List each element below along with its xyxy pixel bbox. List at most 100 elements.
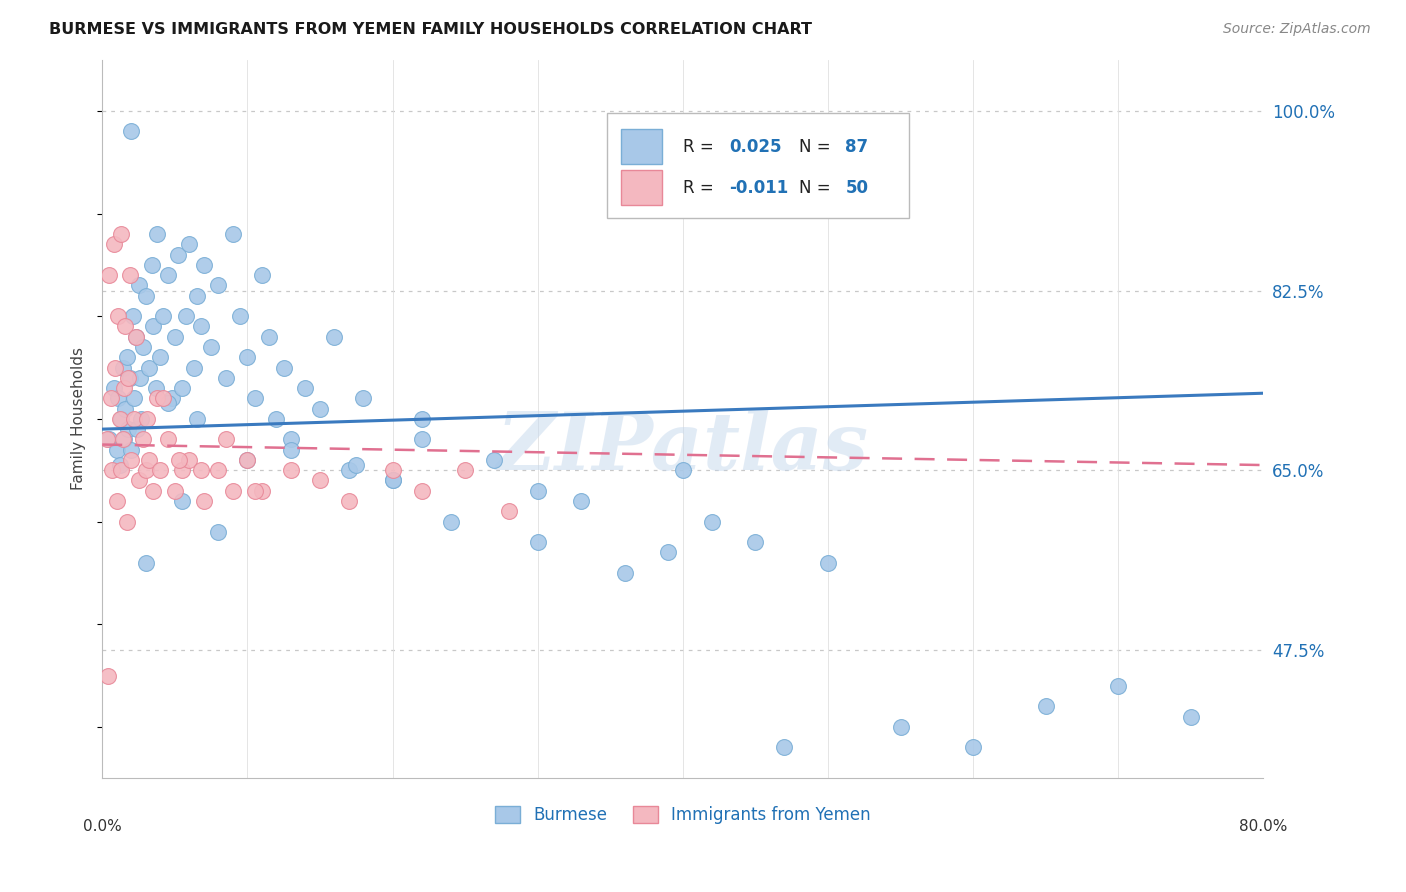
Point bbox=[163, 483, 186, 498]
Point bbox=[257, 330, 280, 344]
Point bbox=[309, 474, 332, 488]
Point bbox=[100, 392, 122, 406]
Point bbox=[128, 474, 150, 488]
Point bbox=[381, 463, 404, 477]
Point bbox=[166, 247, 188, 261]
Point bbox=[411, 483, 433, 498]
Point bbox=[105, 494, 128, 508]
Point bbox=[96, 433, 118, 447]
Point bbox=[160, 392, 183, 406]
Text: 80.0%: 80.0% bbox=[1239, 819, 1288, 834]
Point bbox=[280, 463, 302, 477]
Point bbox=[117, 422, 139, 436]
Point bbox=[236, 351, 259, 365]
Point bbox=[110, 463, 132, 477]
Point bbox=[176, 310, 198, 324]
Point bbox=[381, 474, 404, 488]
Point bbox=[207, 278, 229, 293]
Point bbox=[118, 371, 141, 385]
Point bbox=[111, 360, 134, 375]
Point bbox=[243, 392, 266, 406]
Point bbox=[110, 412, 132, 426]
Point bbox=[97, 668, 120, 682]
Point bbox=[120, 453, 142, 467]
Point bbox=[156, 396, 179, 410]
Point bbox=[773, 740, 796, 755]
Text: R =: R = bbox=[683, 178, 714, 196]
Point bbox=[454, 463, 477, 477]
Point bbox=[482, 453, 505, 467]
Point bbox=[163, 330, 186, 344]
Point bbox=[132, 340, 155, 354]
Point bbox=[222, 227, 245, 241]
Point bbox=[337, 494, 360, 508]
Point bbox=[107, 310, 129, 324]
Point bbox=[115, 351, 138, 365]
Point bbox=[167, 453, 190, 467]
Point bbox=[141, 258, 163, 272]
Point bbox=[122, 392, 145, 406]
Point bbox=[229, 310, 252, 324]
Point bbox=[145, 381, 167, 395]
Point bbox=[103, 381, 125, 395]
Point bbox=[214, 433, 236, 447]
Point bbox=[132, 433, 155, 447]
Point bbox=[309, 401, 332, 416]
Point bbox=[120, 124, 142, 138]
Point bbox=[526, 483, 548, 498]
Point bbox=[817, 556, 839, 570]
Point bbox=[104, 360, 127, 375]
Legend: Burmese, Immigrants from Yemen: Burmese, Immigrants from Yemen bbox=[488, 799, 877, 830]
Point bbox=[112, 381, 135, 395]
Point bbox=[526, 535, 548, 549]
Point bbox=[613, 566, 636, 580]
Point bbox=[136, 412, 159, 426]
Point bbox=[142, 483, 165, 498]
Text: Source: ZipAtlas.com: Source: ZipAtlas.com bbox=[1223, 22, 1371, 37]
Point bbox=[962, 740, 984, 755]
Point bbox=[170, 463, 193, 477]
Text: 0.0%: 0.0% bbox=[83, 819, 121, 834]
Point bbox=[156, 433, 179, 447]
Text: ZIPatlas: ZIPatlas bbox=[496, 409, 869, 486]
Point bbox=[250, 268, 273, 282]
Point bbox=[135, 463, 157, 477]
Point bbox=[243, 483, 266, 498]
Point bbox=[115, 515, 138, 529]
Point bbox=[190, 463, 212, 477]
Point bbox=[890, 720, 912, 734]
Point bbox=[138, 453, 160, 467]
Point bbox=[179, 237, 201, 252]
Point bbox=[131, 412, 153, 426]
Point bbox=[207, 524, 229, 539]
Point bbox=[111, 433, 134, 447]
Point bbox=[569, 494, 592, 508]
Point bbox=[266, 412, 288, 426]
Point bbox=[193, 258, 215, 272]
Point bbox=[146, 392, 169, 406]
Point bbox=[121, 310, 143, 324]
Point bbox=[98, 433, 121, 447]
Point bbox=[411, 433, 433, 447]
Point bbox=[439, 515, 461, 529]
Point bbox=[183, 360, 205, 375]
Y-axis label: Family Households: Family Households bbox=[72, 347, 86, 491]
Point bbox=[103, 237, 125, 252]
Point bbox=[280, 442, 302, 457]
Text: 87: 87 bbox=[845, 137, 869, 155]
Point bbox=[200, 340, 222, 354]
Point bbox=[108, 458, 131, 472]
Point bbox=[146, 227, 169, 241]
Point bbox=[344, 458, 367, 472]
Point bbox=[117, 371, 139, 385]
Point bbox=[149, 351, 172, 365]
Point bbox=[128, 278, 150, 293]
Point bbox=[1035, 699, 1057, 714]
Point bbox=[122, 412, 145, 426]
Point bbox=[105, 442, 128, 457]
Point bbox=[744, 535, 766, 549]
Point bbox=[152, 392, 174, 406]
Point bbox=[135, 556, 157, 570]
Point bbox=[179, 453, 201, 467]
Point bbox=[135, 288, 157, 302]
